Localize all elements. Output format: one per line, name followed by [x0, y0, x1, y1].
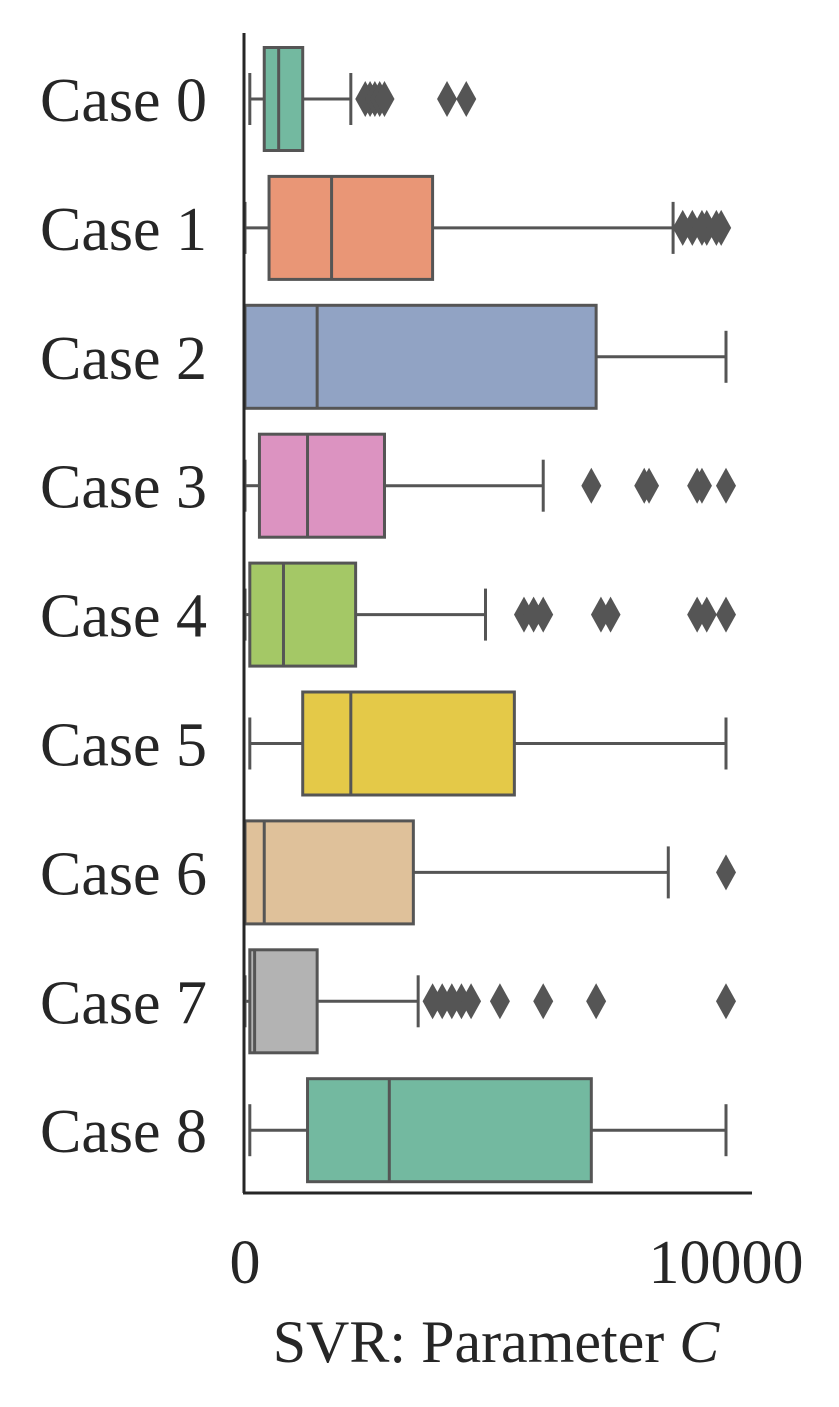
box-group — [248, 46, 477, 152]
outlier-point — [533, 983, 554, 1020]
outlier-point — [581, 467, 602, 504]
box — [248, 561, 358, 668]
box — [267, 174, 435, 281]
outlier-point — [437, 81, 458, 117]
outlier-point — [489, 983, 510, 1020]
outlier-point — [716, 854, 736, 891]
box-group — [243, 303, 728, 410]
x-axis-title: SVR: Parameter C — [273, 1309, 721, 1375]
x-axis-title-variable: C — [679, 1309, 720, 1375]
y-tick-labels: Case 0 Case 1 Case 2 Case 3 Case 4 Case 5 Case… — [40, 67, 207, 1166]
outlier-point — [716, 467, 736, 504]
box-group — [243, 819, 736, 926]
outlier-point — [374, 81, 395, 117]
outlier-point — [600, 596, 621, 633]
outlier-point — [639, 467, 660, 504]
box-group — [248, 1077, 728, 1184]
box — [248, 948, 319, 1055]
outlier-point — [716, 596, 736, 633]
x-tick-label: 10000 — [649, 1229, 804, 1297]
outlier-point — [716, 983, 736, 1020]
category-label: Case 5 — [40, 712, 207, 780]
box-group — [243, 174, 732, 281]
box — [306, 1077, 593, 1184]
box-group — [243, 432, 736, 539]
category-label: Case 8 — [40, 1098, 207, 1166]
outlier-point — [456, 81, 477, 117]
outlier-point — [711, 209, 732, 246]
plot-area — [243, 46, 736, 1184]
outlier-point — [461, 983, 482, 1020]
box — [243, 303, 598, 410]
category-label: Case 6 — [40, 840, 207, 908]
category-label: Case 1 — [40, 196, 207, 264]
outlier-point — [533, 596, 554, 633]
box — [257, 432, 386, 539]
outlier-point — [691, 467, 712, 504]
outlier-point — [586, 983, 607, 1020]
box-group — [243, 561, 736, 668]
x-axis-title-text: SVR: Parameter — [273, 1309, 665, 1375]
category-label: Case 4 — [40, 583, 207, 651]
box — [262, 46, 305, 152]
category-label: Case 0 — [40, 67, 207, 135]
box — [243, 819, 415, 926]
category-label: Case 7 — [40, 969, 207, 1037]
x-tick-label: 0 — [230, 1229, 261, 1297]
x-tick-labels: 0 10000 — [230, 1229, 804, 1297]
category-label: Case 3 — [40, 454, 207, 522]
box-group — [243, 948, 736, 1055]
box-group — [248, 690, 728, 797]
box — [301, 690, 516, 797]
category-label: Case 2 — [40, 325, 207, 393]
outlier-point — [696, 596, 717, 633]
